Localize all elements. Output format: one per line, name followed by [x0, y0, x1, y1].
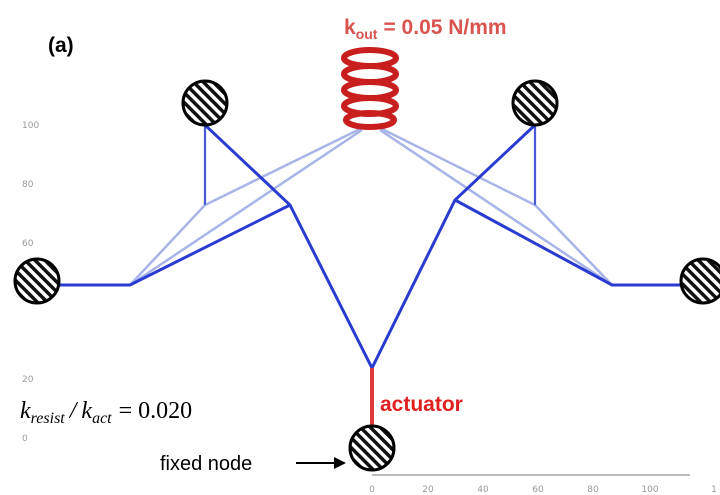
- x-tick-label: 60: [532, 485, 544, 495]
- figure: 1008060402000204060801001 (a) ko: [0, 0, 720, 495]
- dark-members: [60, 125, 690, 368]
- numerator-sub: resist: [31, 410, 66, 427]
- ratio-label: kresist/kact= 0.020: [20, 398, 192, 427]
- numerator: k: [20, 398, 31, 424]
- spring-label: kout = 0.05 N/mm: [344, 16, 507, 42]
- y-tick-label: 100: [22, 121, 39, 131]
- panel-label: (a): [48, 34, 74, 57]
- fixed-node-label: fixed node: [160, 453, 252, 475]
- x-tick-label: 0: [369, 485, 375, 495]
- actuator-label: actuator: [380, 393, 463, 416]
- denominator: k: [81, 398, 92, 424]
- symbol: k: [344, 16, 356, 39]
- y-tick-label: 0: [22, 434, 28, 444]
- denominator-sub: act: [92, 410, 112, 427]
- y-tick-label: 60: [22, 239, 34, 249]
- x-tick-label: 100: [641, 485, 658, 495]
- light-members: [130, 125, 612, 285]
- value: = 0.05 N/mm: [383, 16, 506, 39]
- x-tick-label: 20: [422, 485, 434, 495]
- y-tick-label: 80: [22, 180, 34, 190]
- value: = 0.020: [119, 398, 193, 424]
- slash: /: [68, 398, 79, 424]
- arrow-head: [334, 457, 346, 469]
- x-tick-label: 1: [711, 485, 717, 495]
- spring: [344, 50, 396, 127]
- y-tick-label: 20: [22, 375, 34, 385]
- x-tick-label: 80: [587, 485, 599, 495]
- x-tick-label: 40: [477, 485, 489, 495]
- subscript: out: [356, 26, 378, 42]
